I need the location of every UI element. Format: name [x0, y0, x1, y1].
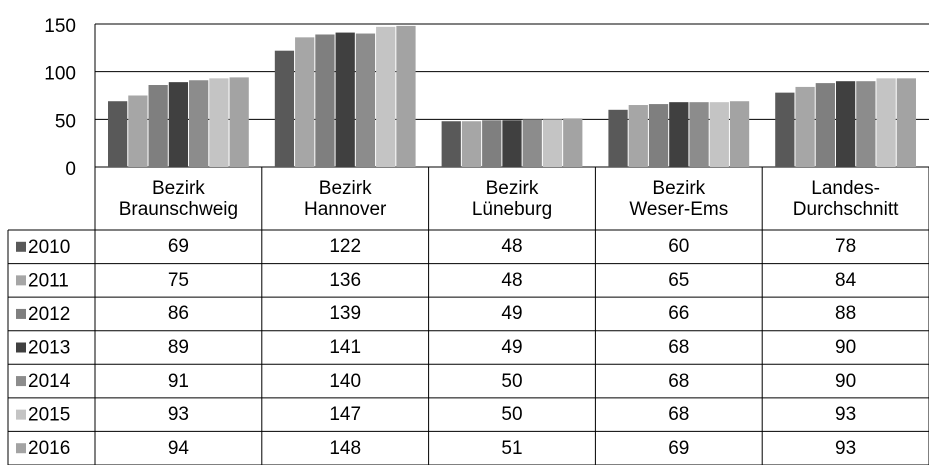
table-value: 75: [167, 269, 189, 291]
bar: [148, 85, 168, 167]
bar: [608, 109, 628, 167]
y-tick-label: 0: [65, 159, 76, 180]
bar: [209, 78, 229, 167]
bar: [168, 82, 189, 167]
legend-label: 2010: [28, 237, 70, 258]
bar: [502, 120, 522, 167]
bar: [441, 121, 461, 167]
table-value: 122: [329, 236, 362, 258]
bar: [709, 102, 729, 167]
table-value: 93: [167, 404, 189, 426]
bar: [128, 95, 148, 167]
table-value: 147: [329, 404, 362, 426]
legend-label: 2012: [28, 304, 70, 325]
y-tick-label: 100: [44, 64, 76, 85]
legend-key: [16, 241, 26, 252]
bar: [229, 77, 249, 167]
table-value: 69: [167, 236, 189, 258]
legend-key: [16, 342, 26, 353]
table-value: 68: [668, 404, 690, 426]
bar: [376, 26, 396, 167]
table-value: 88: [835, 303, 857, 325]
table-value: 93: [835, 437, 857, 459]
table-value: 49: [501, 303, 523, 325]
legend-label: 2015: [28, 405, 70, 426]
table-value: 50: [501, 404, 523, 426]
bar: [775, 92, 795, 167]
bar: [335, 32, 355, 167]
table-value: 65: [668, 269, 690, 291]
table-value: 90: [835, 336, 857, 358]
category-label: Bezirk Hannover: [304, 177, 387, 220]
table-value: 51: [501, 437, 523, 459]
bar: [669, 102, 689, 167]
legend-label: 2014: [28, 371, 71, 392]
bar: [482, 120, 502, 167]
bar: [189, 80, 209, 167]
legend-key: [16, 376, 26, 387]
bar: [461, 121, 482, 167]
table-value: 60: [668, 236, 690, 258]
legend-label: 2016: [28, 438, 70, 459]
legend-label: 2013: [28, 338, 70, 359]
table-value: 78: [835, 236, 857, 258]
bar: [648, 104, 669, 167]
category-label: Bezirk Braunschweig: [118, 177, 239, 220]
table-value: 49: [501, 336, 523, 358]
y-tick-label: 50: [55, 111, 76, 132]
bar: [522, 119, 542, 167]
category-label: Bezirk Weser-Ems: [629, 177, 729, 220]
bar: [315, 34, 335, 168]
table-value: 86: [167, 303, 189, 325]
bar: [896, 78, 916, 167]
table-value: 68: [668, 336, 690, 358]
bar: [628, 105, 648, 167]
table-value: 136: [329, 269, 362, 291]
table-value: 140: [329, 370, 362, 392]
table-value: 93: [835, 404, 857, 426]
bar: [876, 78, 896, 167]
bar: [355, 33, 376, 168]
table-value: 94: [167, 437, 189, 459]
bar: [795, 86, 815, 167]
bar: [108, 101, 128, 167]
legend-key: [16, 308, 26, 319]
bar: [856, 81, 876, 167]
bar: [396, 25, 416, 168]
table-value: 90: [835, 370, 857, 392]
table-value: 89: [167, 336, 189, 358]
bar: [689, 102, 709, 167]
bar: [563, 118, 583, 167]
table-value: 50: [501, 370, 523, 392]
bar: [274, 50, 295, 168]
table-value: 91: [167, 370, 189, 392]
table-value: 48: [501, 236, 523, 258]
bar: [295, 37, 315, 168]
y-tick-label: 150: [44, 16, 76, 37]
legend-key: [16, 275, 26, 286]
table-value: 139: [329, 303, 362, 325]
category-label: Bezirk Lüneburg: [471, 177, 553, 220]
legend-key: [16, 443, 26, 454]
category-label: Landes- Durchschnitt: [792, 177, 899, 220]
table-value: 141: [329, 336, 362, 358]
table-value: 69: [668, 437, 690, 459]
table-value: 84: [835, 269, 857, 291]
legend-key: [16, 409, 26, 420]
table-value: 148: [329, 437, 362, 459]
table-value: 48: [501, 269, 523, 291]
legend-label: 2011: [28, 270, 69, 291]
bar: [835, 81, 856, 167]
table-value: 68: [668, 370, 690, 392]
bar: [815, 83, 835, 167]
table-value: 66: [668, 303, 690, 325]
bar: [729, 101, 750, 167]
bar: [542, 119, 563, 167]
